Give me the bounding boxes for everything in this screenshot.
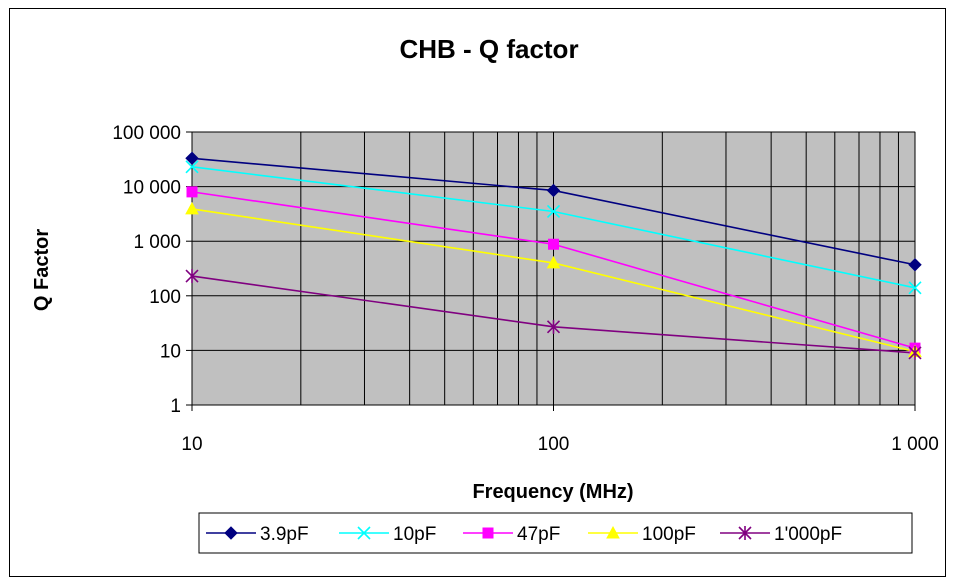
legend-marker	[224, 526, 238, 540]
data-point	[908, 281, 922, 295]
legend-marker	[482, 527, 494, 539]
legend-label: 100pF	[642, 524, 696, 545]
x-tick-label: 100	[538, 434, 570, 455]
legend-label: 10pF	[393, 524, 436, 545]
legend-label: 47pF	[517, 524, 560, 545]
y-tick-label: 1 000	[133, 232, 181, 253]
legend-marker	[357, 526, 371, 540]
y-tick-label: 1	[170, 396, 181, 417]
legend-marker	[606, 525, 620, 539]
y-axis-title: Q Factor	[31, 229, 53, 311]
y-tick-label: 100	[149, 287, 181, 308]
data-point	[908, 258, 922, 272]
data-point	[185, 201, 199, 215]
data-point	[548, 238, 559, 250]
chart-title: CHB - Q factor	[399, 34, 578, 64]
data-point	[186, 186, 198, 198]
legend-label: 1'000pF	[774, 524, 842, 545]
x-axis-title: Frequency (MHz)	[472, 481, 633, 503]
y-tick-label: 10	[160, 341, 181, 362]
x-tick-label: 10	[181, 434, 202, 455]
legend-marker	[738, 526, 752, 540]
data-point	[908, 345, 922, 360]
data-point	[185, 151, 199, 165]
data-point	[546, 319, 561, 334]
data-point	[546, 204, 561, 219]
y-tick-label: 10 000	[123, 178, 181, 199]
data-point	[185, 160, 199, 174]
legend: 3.9pF 10pF 47pF 100pF 1'000pF	[198, 512, 913, 554]
data-point	[546, 255, 561, 269]
legend-box	[198, 512, 913, 554]
legend-label: 3.9pF	[260, 524, 309, 545]
data-point	[185, 269, 199, 284]
data-point	[546, 183, 561, 198]
x-tick-label: 1 000	[891, 434, 939, 455]
y-tick-label: 100 000	[112, 123, 181, 144]
